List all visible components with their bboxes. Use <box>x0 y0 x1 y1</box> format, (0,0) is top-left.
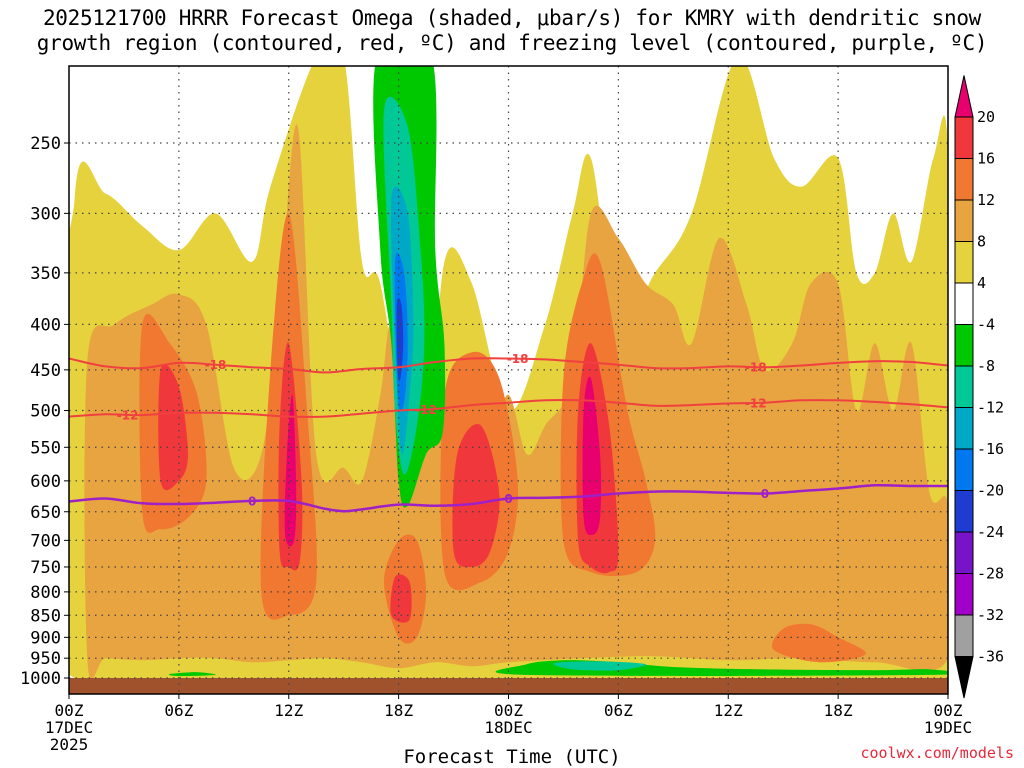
chart-title: 2025121700 HRRR Forecast Omega (shaded, … <box>0 6 1024 56</box>
omega-region-20-14 <box>284 394 297 547</box>
colorbar-cap-bottom <box>954 656 974 699</box>
credit-text: coolwx.com/models <box>860 744 1014 762</box>
y-tick-label-550: 550 <box>30 438 61 458</box>
contour-label-dgz-lower-0: -12 <box>117 408 139 422</box>
x-tick-label-30-1: 06Z <box>604 701 633 720</box>
colorbar-segment-9 <box>954 448 974 491</box>
omega-region-16-10 <box>452 424 500 568</box>
x-tick-label-36-1: 12Z <box>714 701 743 720</box>
omega-shading <box>69 66 948 694</box>
colorbar-label-7: -12 <box>977 399 1004 417</box>
x-tick-label-0-2: 17DEC <box>45 718 93 737</box>
colorbar-segment-12 <box>954 573 974 616</box>
colorbar-label-2: 12 <box>977 191 995 209</box>
omega-region--20-19 <box>396 298 404 381</box>
omega-region--4-22 <box>168 672 216 677</box>
colorbar-segment-2 <box>954 158 974 201</box>
terrain-band <box>69 678 948 694</box>
y-tick-label-800: 800 <box>30 583 61 603</box>
x-tick-label-48-2: 19DEC <box>924 718 972 737</box>
y-tick-label-650: 650 <box>30 503 61 523</box>
y-tick-label-1000: 1000 <box>20 669 61 689</box>
colorbar-label-12: -32 <box>977 606 1004 624</box>
contour-label-freezing-level-2: 0 <box>761 487 769 501</box>
x-axis-label: Forecast Time (UTC) <box>403 746 621 768</box>
contour-label-dgz-lower-2: -12 <box>745 396 767 410</box>
colorbar-segment-13 <box>954 614 974 657</box>
y-tick-label-250: 250 <box>30 134 61 154</box>
colorbar-segment-7 <box>954 365 974 408</box>
contour-dgz-upper <box>69 357 948 374</box>
colorbar-segment-6 <box>954 324 974 367</box>
y-tick-label-500: 500 <box>30 402 61 422</box>
colorbar-label-1: 16 <box>977 150 995 168</box>
colorbar-label-8: -16 <box>977 440 1004 458</box>
colorbar-segment-1 <box>954 116 974 159</box>
colorbar-label-9: -20 <box>977 482 1004 500</box>
contour-label-dgz-lower-1: -12 <box>415 403 437 417</box>
x-tick-label-24-1: 00Z <box>494 701 523 720</box>
y-axis-ticks: 2503003504004505005506006507007508008509… <box>20 134 69 689</box>
colorbar-segment-5 <box>954 282 974 325</box>
omega-region-16-8 <box>158 363 188 491</box>
title-line-1: 2025121700 HRRR Forecast Omega (shaded, … <box>42 6 982 30</box>
contour-label-freezing-level-1: 0 <box>504 492 512 506</box>
omega-region-16-12 <box>390 574 412 623</box>
gridlines <box>69 66 948 694</box>
x-tick-label-0-1: 00Z <box>55 701 84 720</box>
y-tick-label-900: 900 <box>30 628 61 648</box>
colorbar-label-3: 8 <box>977 233 986 251</box>
y-tick-label-400: 400 <box>30 315 61 335</box>
y-tick-label-950: 950 <box>30 649 61 669</box>
contour-label-dgz-upper-2: -18 <box>745 361 767 375</box>
colorbar-label-4: 4 <box>977 274 986 292</box>
y-tick-label-600: 600 <box>30 472 61 492</box>
y-tick-label-750: 750 <box>30 558 61 578</box>
colorbar-segment-3 <box>954 199 974 242</box>
contour-labels: -18 -18 -18 -12 -12 -12 0 0 0 <box>117 352 769 508</box>
colorbar-label-0: 20 <box>977 108 995 126</box>
colorbar-label-13: -36 <box>977 648 1004 666</box>
x-tick-label-42-1: 18Z <box>824 701 853 720</box>
contour-label-dgz-upper-0: -18 <box>205 358 227 372</box>
y-tick-label-850: 850 <box>30 606 61 626</box>
colorbar-label-5: -4 <box>977 316 995 334</box>
colorbar-segment-4 <box>954 241 974 284</box>
x-tick-label-6-1: 06Z <box>164 701 193 720</box>
colorbar-label-6: -8 <box>977 357 995 375</box>
colorbar-label-11: -28 <box>977 565 1004 583</box>
colorbar-cap-top <box>954 75 974 118</box>
colorbar-segment-11 <box>954 531 974 574</box>
title-line-2: growth region (contoured, red, ºC) and f… <box>36 31 988 55</box>
colorbar: 20 16 12 8 4 -4 -8 -12 -16 -20 -24 -28 -32 -36 <box>954 75 1004 699</box>
x-tick-label-18-1: 18Z <box>384 701 413 720</box>
contour-dgz-lower <box>69 399 948 418</box>
colorbar-segment-8 <box>954 407 974 450</box>
temperature-contours <box>69 357 948 513</box>
x-tick-label-12-1: 12Z <box>274 701 303 720</box>
contour-label-dgz-upper-1: -18 <box>507 352 529 366</box>
y-tick-label-350: 350 <box>30 264 61 284</box>
omega-region-12-7 <box>771 623 866 663</box>
x-tick-label-0-3: 2025 <box>50 735 89 754</box>
colorbar-segment-10 <box>954 490 974 533</box>
y-tick-label-700: 700 <box>30 531 61 551</box>
x-tick-label-48-1: 00Z <box>934 701 963 720</box>
y-tick-label-300: 300 <box>30 204 61 224</box>
colorbar-label-10: -24 <box>977 523 1004 541</box>
y-tick-label-450: 450 <box>30 361 61 381</box>
omega-region--8-21 <box>553 661 647 671</box>
contour-freezing-level <box>69 483 948 513</box>
contour-label-freezing-level-0: 0 <box>248 494 256 508</box>
x-tick-label-24-2: 18DEC <box>484 718 532 737</box>
